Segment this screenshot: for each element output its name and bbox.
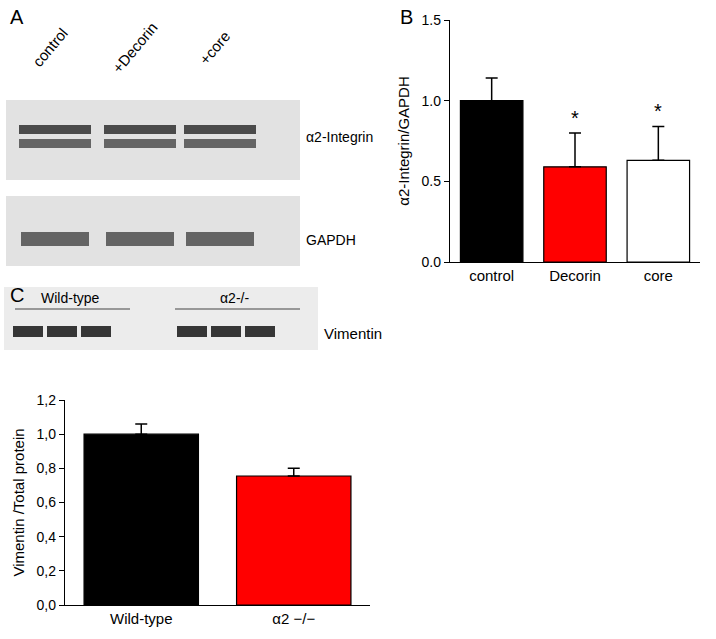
svg-text:α2 −/−: α2 −/− xyxy=(272,610,315,627)
svg-text:α2-Integrin/GAPDH: α2-Integrin/GAPDH xyxy=(395,76,412,206)
svg-text:control: control xyxy=(469,267,514,284)
svg-text:1,2: 1,2 xyxy=(37,392,57,408)
svg-text:+core: +core xyxy=(196,28,233,68)
svg-text:core: core xyxy=(644,267,673,284)
svg-text:GAPDH: GAPDH xyxy=(306,232,356,248)
svg-text:0,8: 0,8 xyxy=(37,460,57,476)
svg-text:α2-Integrin: α2-Integrin xyxy=(306,129,373,145)
svg-text:1.5: 1.5 xyxy=(422,12,442,28)
svg-text:1,0: 1,0 xyxy=(37,426,57,442)
svg-text:C: C xyxy=(10,284,24,306)
svg-text:Decorin: Decorin xyxy=(549,267,601,284)
svg-text:1.0: 1.0 xyxy=(422,93,442,109)
svg-text:B: B xyxy=(400,6,413,28)
svg-text:0,6: 0,6 xyxy=(37,494,57,510)
svg-text:*: * xyxy=(654,100,662,122)
svg-text:0,2: 0,2 xyxy=(37,563,57,579)
svg-text:Wild-type: Wild-type xyxy=(41,290,100,306)
svg-text:+Decorin: +Decorin xyxy=(109,19,161,76)
svg-text:*: * xyxy=(571,107,579,129)
svg-text:Vimentin: Vimentin xyxy=(324,325,382,342)
svg-text:0,4: 0,4 xyxy=(37,529,57,545)
svg-text:0.0: 0.0 xyxy=(422,254,442,270)
svg-text:0,0: 0,0 xyxy=(37,597,57,613)
svg-text:A: A xyxy=(10,6,24,28)
svg-text:α2-/-: α2-/- xyxy=(220,290,249,306)
svg-text:Vimentin /Total protein: Vimentin /Total protein xyxy=(10,428,27,576)
svg-text:Wild-type: Wild-type xyxy=(110,610,173,627)
svg-text:0.5: 0.5 xyxy=(422,173,442,189)
svg-text:control: control xyxy=(29,25,71,70)
